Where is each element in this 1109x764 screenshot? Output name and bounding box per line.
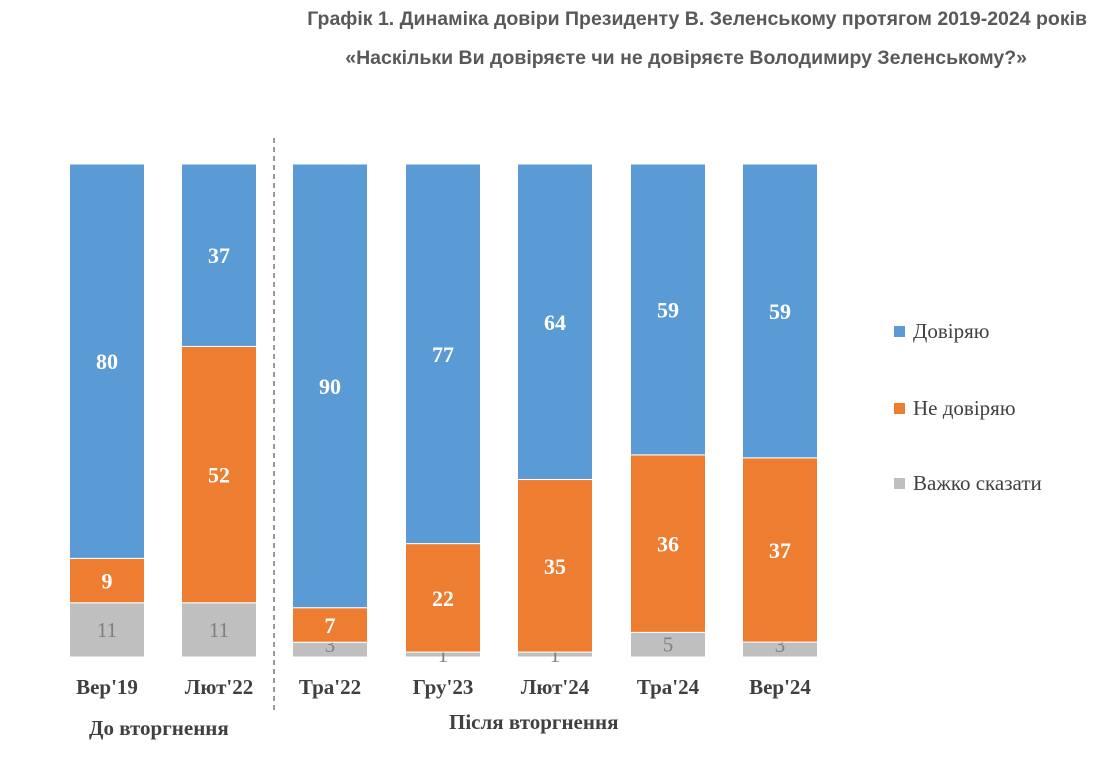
data-label-hard-to-say: 1	[550, 643, 561, 667]
data-label-trust: 90	[319, 374, 341, 399]
data-label-trust: 77	[432, 342, 454, 367]
legend-swatch-hard-to-say	[894, 477, 905, 489]
bar-segment-trust	[181, 163, 257, 347]
legend-label-distrust: Не довіряю	[913, 395, 1016, 420]
legend-swatch-trust	[894, 325, 905, 337]
category-label: Вер'19	[76, 675, 138, 699]
chart-title-block: Графік 1. Динаміка довіри Президенту В. …	[0, 0, 1109, 80]
legend-item-trust: Довіряю	[894, 318, 989, 344]
group-label-before-invasion: До вторгнення	[89, 716, 229, 740]
legend-swatch-distrust	[894, 402, 905, 414]
bar-segment-trust	[742, 163, 818, 459]
data-label-trust: 59	[657, 297, 679, 322]
bar-segment-distrust	[292, 607, 368, 643]
bar-segment-trust	[69, 163, 145, 559]
data-label-hard-to-say: 11	[209, 618, 229, 642]
data-label-hard-to-say: 5	[663, 633, 674, 657]
data-label-hard-to-say: 1	[438, 643, 449, 667]
bar-segment-distrust	[517, 479, 593, 653]
category-label: Тра'24	[637, 675, 700, 699]
data-label-hard-to-say: 11	[97, 618, 117, 642]
bar-segment-trust	[630, 163, 706, 456]
data-label-trust: 80	[96, 349, 118, 374]
group-label-after-invasion: Після вторгнення	[449, 710, 619, 734]
category-label: Лют'24	[521, 675, 590, 699]
category-label: Лют'22	[185, 675, 254, 699]
category-label: Вер'24	[749, 675, 811, 699]
data-label-trust: 64	[544, 310, 566, 335]
data-label-distrust: 22	[432, 586, 454, 611]
category-label: Гру'23	[413, 675, 474, 699]
chart-title: Графік 1. Динаміка довіри Президенту В. …	[307, 8, 1087, 30]
bar-segment-distrust	[181, 345, 257, 604]
legend-item-distrust: Не довіряю	[894, 395, 1016, 421]
bar-segment-trust	[405, 163, 481, 545]
bar-segment-trust	[517, 163, 593, 481]
legend-label-trust: Довіряю	[913, 318, 990, 343]
bar-segment-hard-to-say	[181, 602, 257, 658]
data-label-trust: 59	[769, 299, 791, 324]
bar-segment-hard-to-say	[69, 602, 145, 658]
data-label-distrust: 37	[769, 538, 791, 563]
bar-segment-distrust	[69, 557, 145, 604]
data-label-hard-to-say: 3	[775, 633, 786, 657]
legend-item-hard-to-say: Важко сказати	[894, 470, 1042, 496]
data-label-distrust: 7	[325, 613, 336, 638]
bar-segment-trust	[292, 163, 368, 609]
data-label-distrust: 52	[208, 463, 230, 488]
data-label-trust: 37	[208, 243, 230, 268]
bar-segment-hard-to-say	[630, 631, 706, 658]
data-label-distrust: 36	[657, 532, 679, 557]
data-label-distrust: 35	[544, 554, 566, 579]
legend-label-hard-to-say: Важко сказати	[913, 470, 1042, 495]
data-label-hard-to-say: 3	[325, 633, 336, 657]
category-label: Тра'22	[299, 675, 361, 699]
bar-segment-distrust	[405, 543, 481, 653]
data-label-distrust: 9	[102, 569, 113, 594]
chart-subtitle: «Наскільки Ви довіряєте чи не довіряєте …	[345, 47, 1027, 69]
bar-segment-distrust	[630, 454, 706, 633]
